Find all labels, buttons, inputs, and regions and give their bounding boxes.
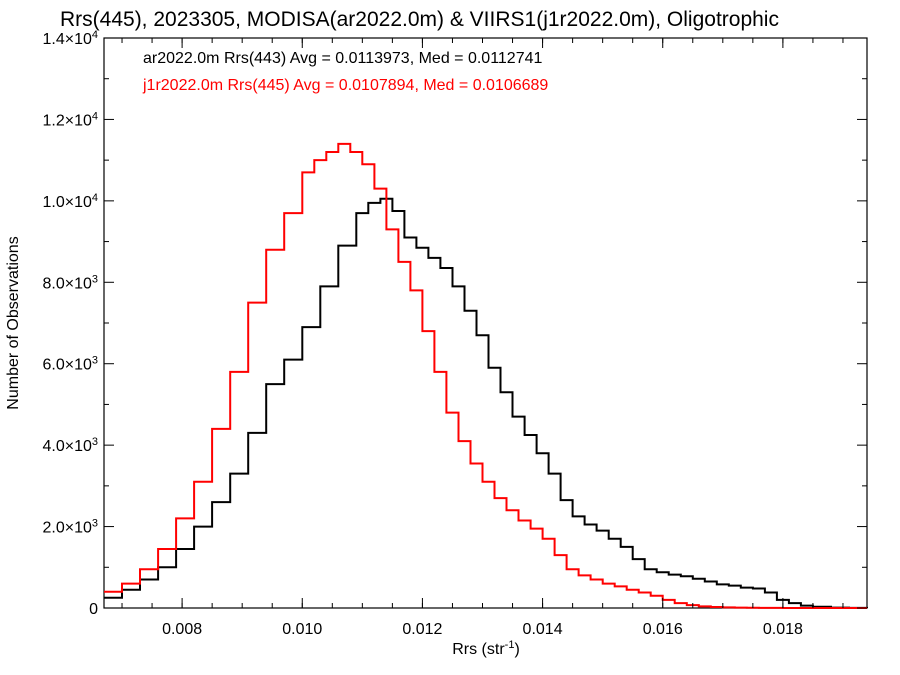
x-tick-label: 0.014 [523, 621, 563, 638]
y-tick-label: 8.0×103 [42, 273, 98, 292]
y-tick-label: 0 [89, 601, 98, 618]
y-tick-label: 4.0×103 [42, 436, 98, 455]
x-axis: 0.008 0.010 0.012 0.014 0.016 0.018 [121, 38, 844, 638]
chart-title: Rrs(445), 2023305, MODISA(ar2022.0m) & V… [60, 8, 779, 31]
y-axis: 0 2.0×103 4.0×103 6.0×103 8.0×103 1.0×104 1.2×… [42, 29, 867, 618]
y-tick-label: 2.0×103 [42, 518, 98, 537]
y-tick-label: 6.0×103 [42, 355, 98, 374]
x-axis-label: Rrs (str-1) [452, 639, 520, 658]
legend-annotations: ar2022.0m Rrs(443) Avg = 0.0113973, Med … [142, 50, 548, 94]
series-layer [104, 142, 868, 609]
y-tick-label: 1.0×104 [42, 192, 98, 211]
series-line-1 [104, 197, 868, 609]
x-tick-label: 0.012 [402, 621, 442, 638]
series-line-2 [104, 142, 867, 609]
x-tick-label: 0.018 [763, 621, 803, 638]
y-tick-label: 1.4×104 [42, 29, 98, 48]
x-tick-label: 0.008 [162, 621, 202, 638]
plot-frame [103, 37, 868, 609]
series-annotation-1: ar2022.0m Rrs(443) Avg = 0.0113973, Med … [143, 50, 542, 67]
plot-border [103, 37, 868, 609]
x-tick-label: 0.016 [643, 621, 683, 638]
y-tick-label: 1.2×104 [42, 110, 98, 129]
series-annotation-2: j1r2022.0m Rrs(445) Avg = 0.0107894, Med… [142, 77, 548, 94]
x-tick-label: 0.010 [282, 621, 322, 638]
y-axis-label: Number of Observations [5, 236, 22, 409]
